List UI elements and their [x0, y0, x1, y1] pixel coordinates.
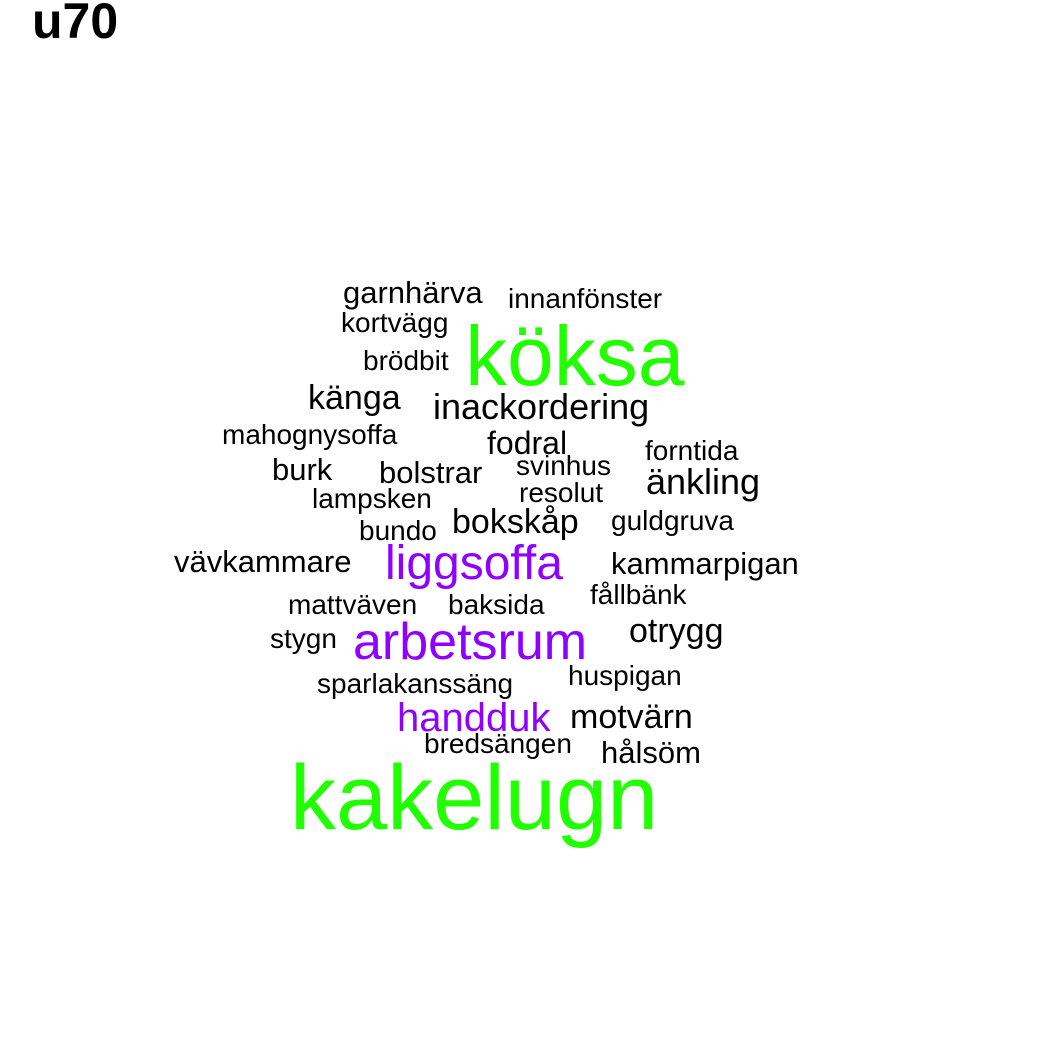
- word-28: arbetsrum: [353, 613, 588, 671]
- word-10: forntida: [645, 435, 739, 466]
- word-13: svinhus: [516, 450, 611, 481]
- word-33: bredsängen: [424, 728, 572, 759]
- word-26: otrygg: [629, 612, 724, 650]
- word-23: fållbänk: [590, 579, 687, 610]
- word-8: mahognysoffa: [222, 419, 398, 450]
- word-3: kortvägg: [341, 307, 449, 338]
- word-21: liggsoffa: [385, 537, 563, 590]
- word-14: änkling: [646, 461, 761, 502]
- word-20: vävkammare: [174, 544, 352, 579]
- word-6: känga: [308, 379, 401, 417]
- word-19: guldgruva: [611, 505, 734, 536]
- word-18: bokskåp: [452, 503, 579, 541]
- word-22: kammarpigan: [611, 546, 799, 581]
- word-7: inackordering: [433, 386, 650, 427]
- word-29: sparlakanssäng: [317, 668, 514, 699]
- word-30: huspigan: [568, 660, 682, 691]
- word-9: fodral: [487, 425, 568, 461]
- word-16: resolut: [519, 477, 604, 508]
- word-27: stygn: [270, 623, 337, 654]
- word-15: lampsken: [312, 483, 432, 514]
- word-32: motvärn: [570, 698, 693, 736]
- word-11: burk: [272, 452, 333, 487]
- word-2: innanfönster: [508, 283, 663, 314]
- word-35: kakelugn: [290, 747, 659, 849]
- word-34: hålsöm: [601, 735, 701, 770]
- word-1: garnhärva: [343, 275, 483, 310]
- word-4: köksa: [465, 309, 685, 403]
- page-title: u70: [32, 0, 119, 49]
- word-31: handduk: [397, 696, 551, 740]
- word-5: brödbit: [363, 345, 449, 376]
- word-12: bolstrar: [379, 455, 483, 490]
- word-17: bundo: [359, 515, 437, 546]
- word-24: mattväven: [288, 589, 418, 620]
- word-25: baksida: [448, 589, 545, 620]
